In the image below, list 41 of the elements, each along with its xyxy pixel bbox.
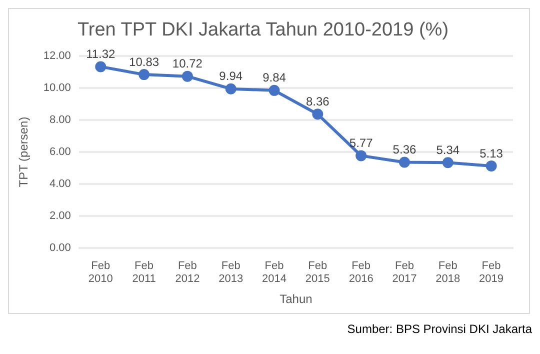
- chart-title: Tren TPT DKI Jakarta Tahun 2010-2019 (%): [77, 20, 449, 41]
- point: [356, 150, 367, 162]
- y-tick-label: 12.00: [43, 50, 71, 62]
- point: [268, 84, 280, 96]
- point: [95, 61, 106, 72]
- x-tick-label: Feb 2010: [88, 260, 113, 286]
- y-tick-label: 8.00: [50, 114, 71, 126]
- x-tick-label: Feb 2019: [479, 260, 504, 286]
- x-tick-label: Feb 2014: [262, 260, 286, 286]
- data-label: 5.13: [480, 146, 504, 160]
- x-tick-label: Feb 2015: [305, 260, 330, 286]
- x-tick-label: Feb 2016: [348, 260, 374, 286]
- point: [442, 157, 454, 168]
- point: [225, 83, 236, 94]
- point: [312, 108, 324, 120]
- x-tick-label: Feb 2011: [132, 260, 156, 286]
- x-tick-label: Feb 2018: [436, 260, 460, 286]
- x-tick-label: Feb 2017: [392, 260, 417, 286]
- x-tick-label: Feb 2012: [175, 260, 200, 286]
- point: [398, 156, 410, 168]
- data-label: 11.32: [86, 47, 116, 62]
- data-label: 8.36: [306, 94, 330, 108]
- x-tick-label: Feb 2013: [218, 260, 244, 286]
- point: [182, 70, 193, 82]
- data-label: 9.84: [262, 70, 286, 85]
- y-axis-title: TPT (persen): [16, 116, 31, 188]
- point: [486, 160, 497, 172]
- data-label: 9.94: [219, 69, 243, 84]
- data-label: 5.77: [349, 136, 374, 150]
- y-tick-label: 6.00: [50, 146, 71, 158]
- point: [138, 69, 150, 80]
- data-label: 5.36: [392, 142, 416, 157]
- y-tick-label: 4.00: [50, 178, 71, 190]
- y-tick-label: 0.00: [50, 242, 71, 254]
- text: Sumber: BPS Provinsi DKI Jakarta: [346, 322, 532, 336]
- data-label: 5.34: [436, 142, 460, 157]
- x-axis-title: Tahun: [280, 292, 312, 306]
- y-tick-label: 2.00: [50, 210, 71, 222]
- data-label: 10.72: [172, 56, 203, 71]
- data-label: 10.83: [129, 54, 160, 69]
- y-tick-label: 10.00: [43, 82, 71, 94]
